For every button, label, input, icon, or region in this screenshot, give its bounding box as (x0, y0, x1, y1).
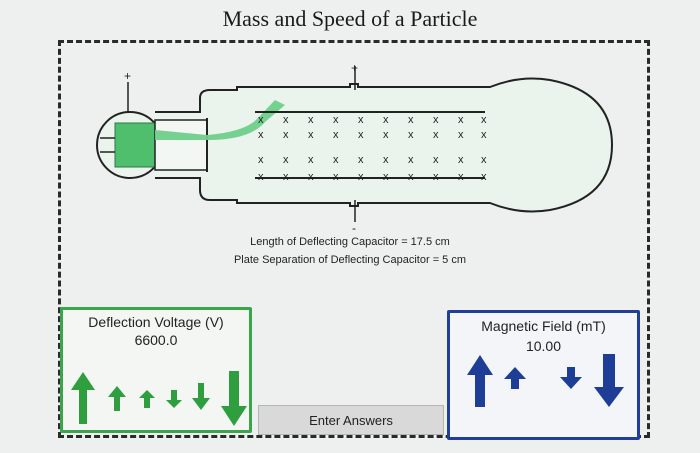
field-x-mark: x (383, 114, 389, 126)
magnetic-field-label: Magnetic Field (mT) (481, 318, 606, 334)
field-large-up-arrow-icon[interactable] (465, 353, 495, 409)
field-x-mark: x (433, 171, 439, 183)
field-x-mark: x (458, 129, 464, 141)
field-x-mark: x (308, 154, 314, 166)
field-x-mark: x (308, 171, 314, 183)
voltage-small-up-arrow-icon[interactable] (138, 389, 156, 409)
field-x-mark: x (258, 129, 264, 141)
deflection-voltage-panel: Deflection Voltage (V) 6600.0 (60, 307, 252, 433)
field-x-mark: x (283, 154, 289, 166)
field-x-mark: x (258, 114, 264, 126)
field-x-mark: x (433, 129, 439, 141)
field-x-mark: x (333, 154, 339, 166)
field-x-mark: x (258, 154, 264, 166)
field-medium-up-arrow-icon[interactable] (502, 365, 528, 391)
field-x-mark: x (481, 129, 487, 141)
magnetic-field-value: 10.00 (525, 338, 562, 354)
field-x-mark: x (383, 171, 389, 183)
field-x-mark: x (358, 154, 364, 166)
deflection-voltage-label: Deflection Voltage (V) (88, 314, 224, 330)
voltage-medium-down-arrow-icon[interactable] (190, 382, 212, 412)
bottom-plate-minus-sign: - (352, 221, 356, 235)
deflection-voltage-value: 6600.0 (134, 332, 178, 348)
field-x-mark: x (333, 171, 339, 183)
field-x-mark: x (408, 114, 414, 126)
field-large-down-arrow-icon[interactable] (592, 353, 626, 409)
field-x-mark: x (383, 154, 389, 166)
magnetic-field-marks: x x x x x x x x x xx x x x x x x x x xx x x x x x x x x xx x x x x x x x x x (258, 114, 487, 183)
field-x-mark: x (481, 114, 487, 126)
field-x-mark: x (333, 114, 339, 126)
field-x-mark: x (358, 114, 364, 126)
field-x-mark: x (358, 171, 364, 183)
field-x-mark: x (308, 114, 314, 126)
field-x-mark: x (283, 129, 289, 141)
top-plate-plus-sign: + (351, 61, 358, 75)
field-x-mark: x (408, 129, 414, 141)
field-x-mark: x (258, 171, 264, 183)
field-x-mark: x (358, 129, 364, 141)
tube-outline (155, 77, 614, 213)
field-x-mark: x (383, 129, 389, 141)
field-x-mark: x (481, 154, 487, 166)
voltage-small-down-arrow-icon[interactable] (165, 389, 183, 409)
field-x-mark: x (283, 171, 289, 183)
field-x-mark: x (458, 171, 464, 183)
field-medium-down-arrow-icon[interactable] (558, 365, 584, 391)
field-x-mark: x (481, 171, 487, 183)
field-x-mark: x (283, 114, 289, 126)
field-x-mark: x (433, 114, 439, 126)
voltage-large-down-arrow-icon[interactable] (219, 370, 249, 428)
field-x-mark: x (458, 154, 464, 166)
voltage-medium-up-arrow-icon[interactable] (106, 384, 128, 412)
gun-plus-sign: + (124, 69, 131, 83)
magnetic-field-panel: Magnetic Field (mT) 10.00 (447, 310, 640, 440)
field-x-mark: x (308, 129, 314, 141)
field-x-mark: x (408, 171, 414, 183)
capacitor-separation-text: Plate Separation of Deflecting Capacitor… (233, 254, 467, 266)
field-x-mark: x (458, 114, 464, 126)
voltage-large-up-arrow-icon[interactable] (69, 370, 97, 426)
field-x-mark: x (433, 154, 439, 166)
field-x-mark: x (333, 129, 339, 141)
capacitor-length-text: Length of Deflecting Capacitor = 17.5 cm (250, 236, 450, 248)
apparatus-frame (58, 40, 650, 438)
page-title: Mass and Speed of a Particle (222, 6, 478, 31)
field-x-mark: x (408, 154, 414, 166)
particle-beam (155, 100, 285, 140)
enter-answers-button[interactable]: Enter Answers (258, 405, 444, 435)
